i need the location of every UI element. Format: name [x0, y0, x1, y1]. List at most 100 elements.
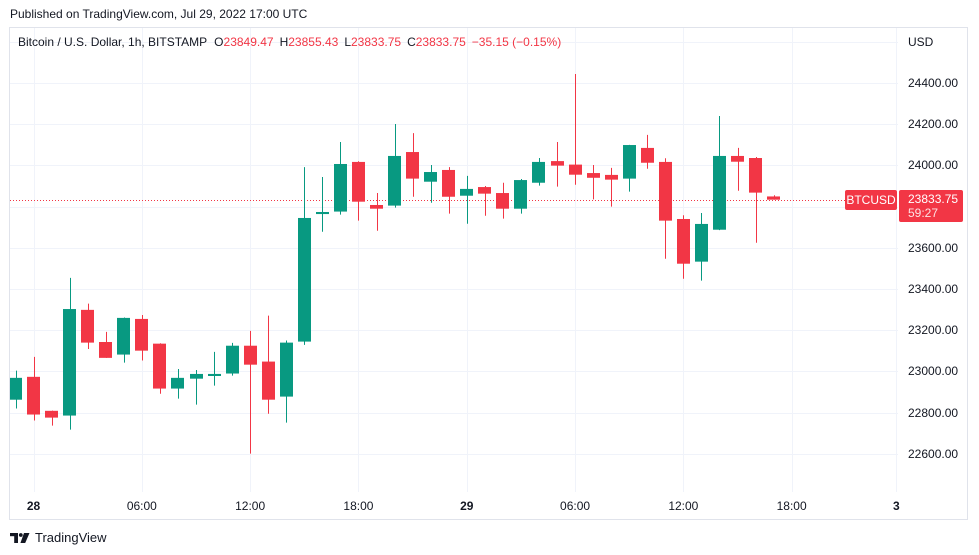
legend-low: L23833.75 — [344, 34, 401, 50]
candle-up — [171, 368, 184, 399]
candle-up — [623, 144, 636, 192]
candle-down — [605, 167, 618, 207]
price-axis-label: 24000.00 — [908, 158, 959, 173]
candle-body — [569, 164, 582, 175]
candle-body — [623, 145, 636, 179]
legend-close-label: C — [407, 35, 416, 49]
candle-body — [496, 193, 509, 209]
candle-body — [135, 318, 148, 351]
candle-body — [81, 309, 94, 343]
legend-high: H23855.43 — [280, 34, 339, 50]
candle-body — [659, 161, 672, 221]
candle-down — [478, 186, 491, 216]
candle-up — [532, 158, 545, 186]
candle-down — [135, 315, 148, 361]
candle-body — [713, 155, 726, 230]
candle-body — [244, 345, 257, 365]
candle-down — [99, 331, 112, 358]
candle-up — [514, 179, 527, 214]
symbol-price-tag: BTCUSD — [845, 190, 897, 210]
candle-body — [731, 155, 744, 162]
candle-body — [226, 345, 239, 374]
price-axis-label: 22800.00 — [908, 405, 959, 420]
candlestick-series — [10, 73, 780, 454]
time-axis-label: 28 — [26, 499, 41, 513]
candle-up — [316, 176, 329, 232]
candle-down — [641, 134, 654, 169]
candle-body — [153, 343, 166, 389]
time-axis-label: 06:00 — [126, 499, 157, 513]
candle-body — [514, 180, 527, 209]
candle-body — [370, 204, 383, 209]
candle-up — [10, 370, 22, 409]
candle-up — [695, 213, 708, 281]
candle-up — [388, 124, 401, 208]
candle-body — [45, 410, 58, 418]
candle-body — [280, 342, 293, 397]
candle-down — [370, 193, 383, 231]
candle-body — [262, 361, 275, 400]
bar-countdown: 59:27 — [908, 206, 939, 220]
candle-body — [298, 217, 311, 342]
candle-body — [171, 377, 184, 389]
candle-body — [695, 223, 708, 262]
candle-down — [767, 195, 780, 200]
candle-body — [10, 377, 22, 400]
last-price-value: 23833.75 — [908, 192, 959, 206]
candle-body — [316, 211, 329, 215]
time-axis-label: 12:00 — [235, 499, 266, 513]
tradingview-logo-icon — [10, 533, 30, 543]
legend-low-label: L — [344, 35, 351, 49]
candle-body — [749, 158, 762, 193]
candle-body — [677, 218, 690, 264]
candle-down — [406, 133, 419, 197]
legend-change: −35.15 (−0.15%) — [471, 35, 562, 49]
candle-up — [190, 370, 203, 405]
candle-body — [63, 309, 76, 416]
candle-up — [334, 141, 347, 215]
candle-down — [749, 156, 762, 243]
legend-symbol: Bitcoin / U.S. Dollar, 1h, BITSTAMP — [18, 35, 208, 49]
price-axis-label: 23600.00 — [908, 240, 959, 255]
published-note: Published on TradingView.com, Jul 29, 20… — [10, 7, 308, 21]
candle-down — [153, 343, 166, 394]
candle-body — [424, 172, 437, 182]
price-axis-label: 23200.00 — [908, 323, 959, 338]
candle-body — [99, 342, 112, 358]
candle-down — [587, 165, 600, 200]
chart-frame — [9, 27, 968, 520]
candle-up — [460, 175, 473, 224]
candle-body — [478, 187, 491, 194]
time-axis-label: 3 — [892, 499, 900, 513]
candle-up — [298, 167, 311, 345]
time-axis-label: 18:00 — [776, 499, 807, 513]
candle-up — [117, 317, 130, 363]
candle-down — [45, 410, 58, 426]
legend-close: C23833.75 — [407, 34, 466, 50]
candle-down — [731, 147, 744, 191]
price-axis[interactable] — [898, 28, 967, 492]
price-axis-label: 23400.00 — [908, 282, 959, 297]
candle-up — [63, 277, 76, 430]
candle-body — [641, 147, 654, 163]
candle-down — [81, 303, 94, 350]
last-price-tag: 23833.75 59:27 — [899, 190, 963, 222]
candle-down — [496, 182, 509, 219]
candle-up — [280, 340, 293, 423]
tradingview-footer-link[interactable]: TradingView — [10, 530, 107, 546]
legend-high-label: H — [279, 35, 289, 49]
candle-body — [27, 376, 40, 415]
candle-body — [460, 188, 473, 196]
time-axis-label: 29 — [460, 499, 474, 513]
candle-body — [208, 373, 221, 376]
candle-body — [190, 373, 203, 379]
candle-body — [334, 163, 347, 212]
candle-body — [117, 317, 130, 355]
candle-down — [442, 167, 455, 214]
time-axis-label: 12:00 — [668, 499, 699, 513]
time-axis-label: 18:00 — [343, 499, 374, 513]
candle-down — [262, 315, 275, 414]
chart-legend: Bitcoin / U.S. Dollar, 1h, BITSTAMP O238… — [18, 34, 561, 50]
legend-low-value: 23833.75 — [351, 35, 402, 49]
